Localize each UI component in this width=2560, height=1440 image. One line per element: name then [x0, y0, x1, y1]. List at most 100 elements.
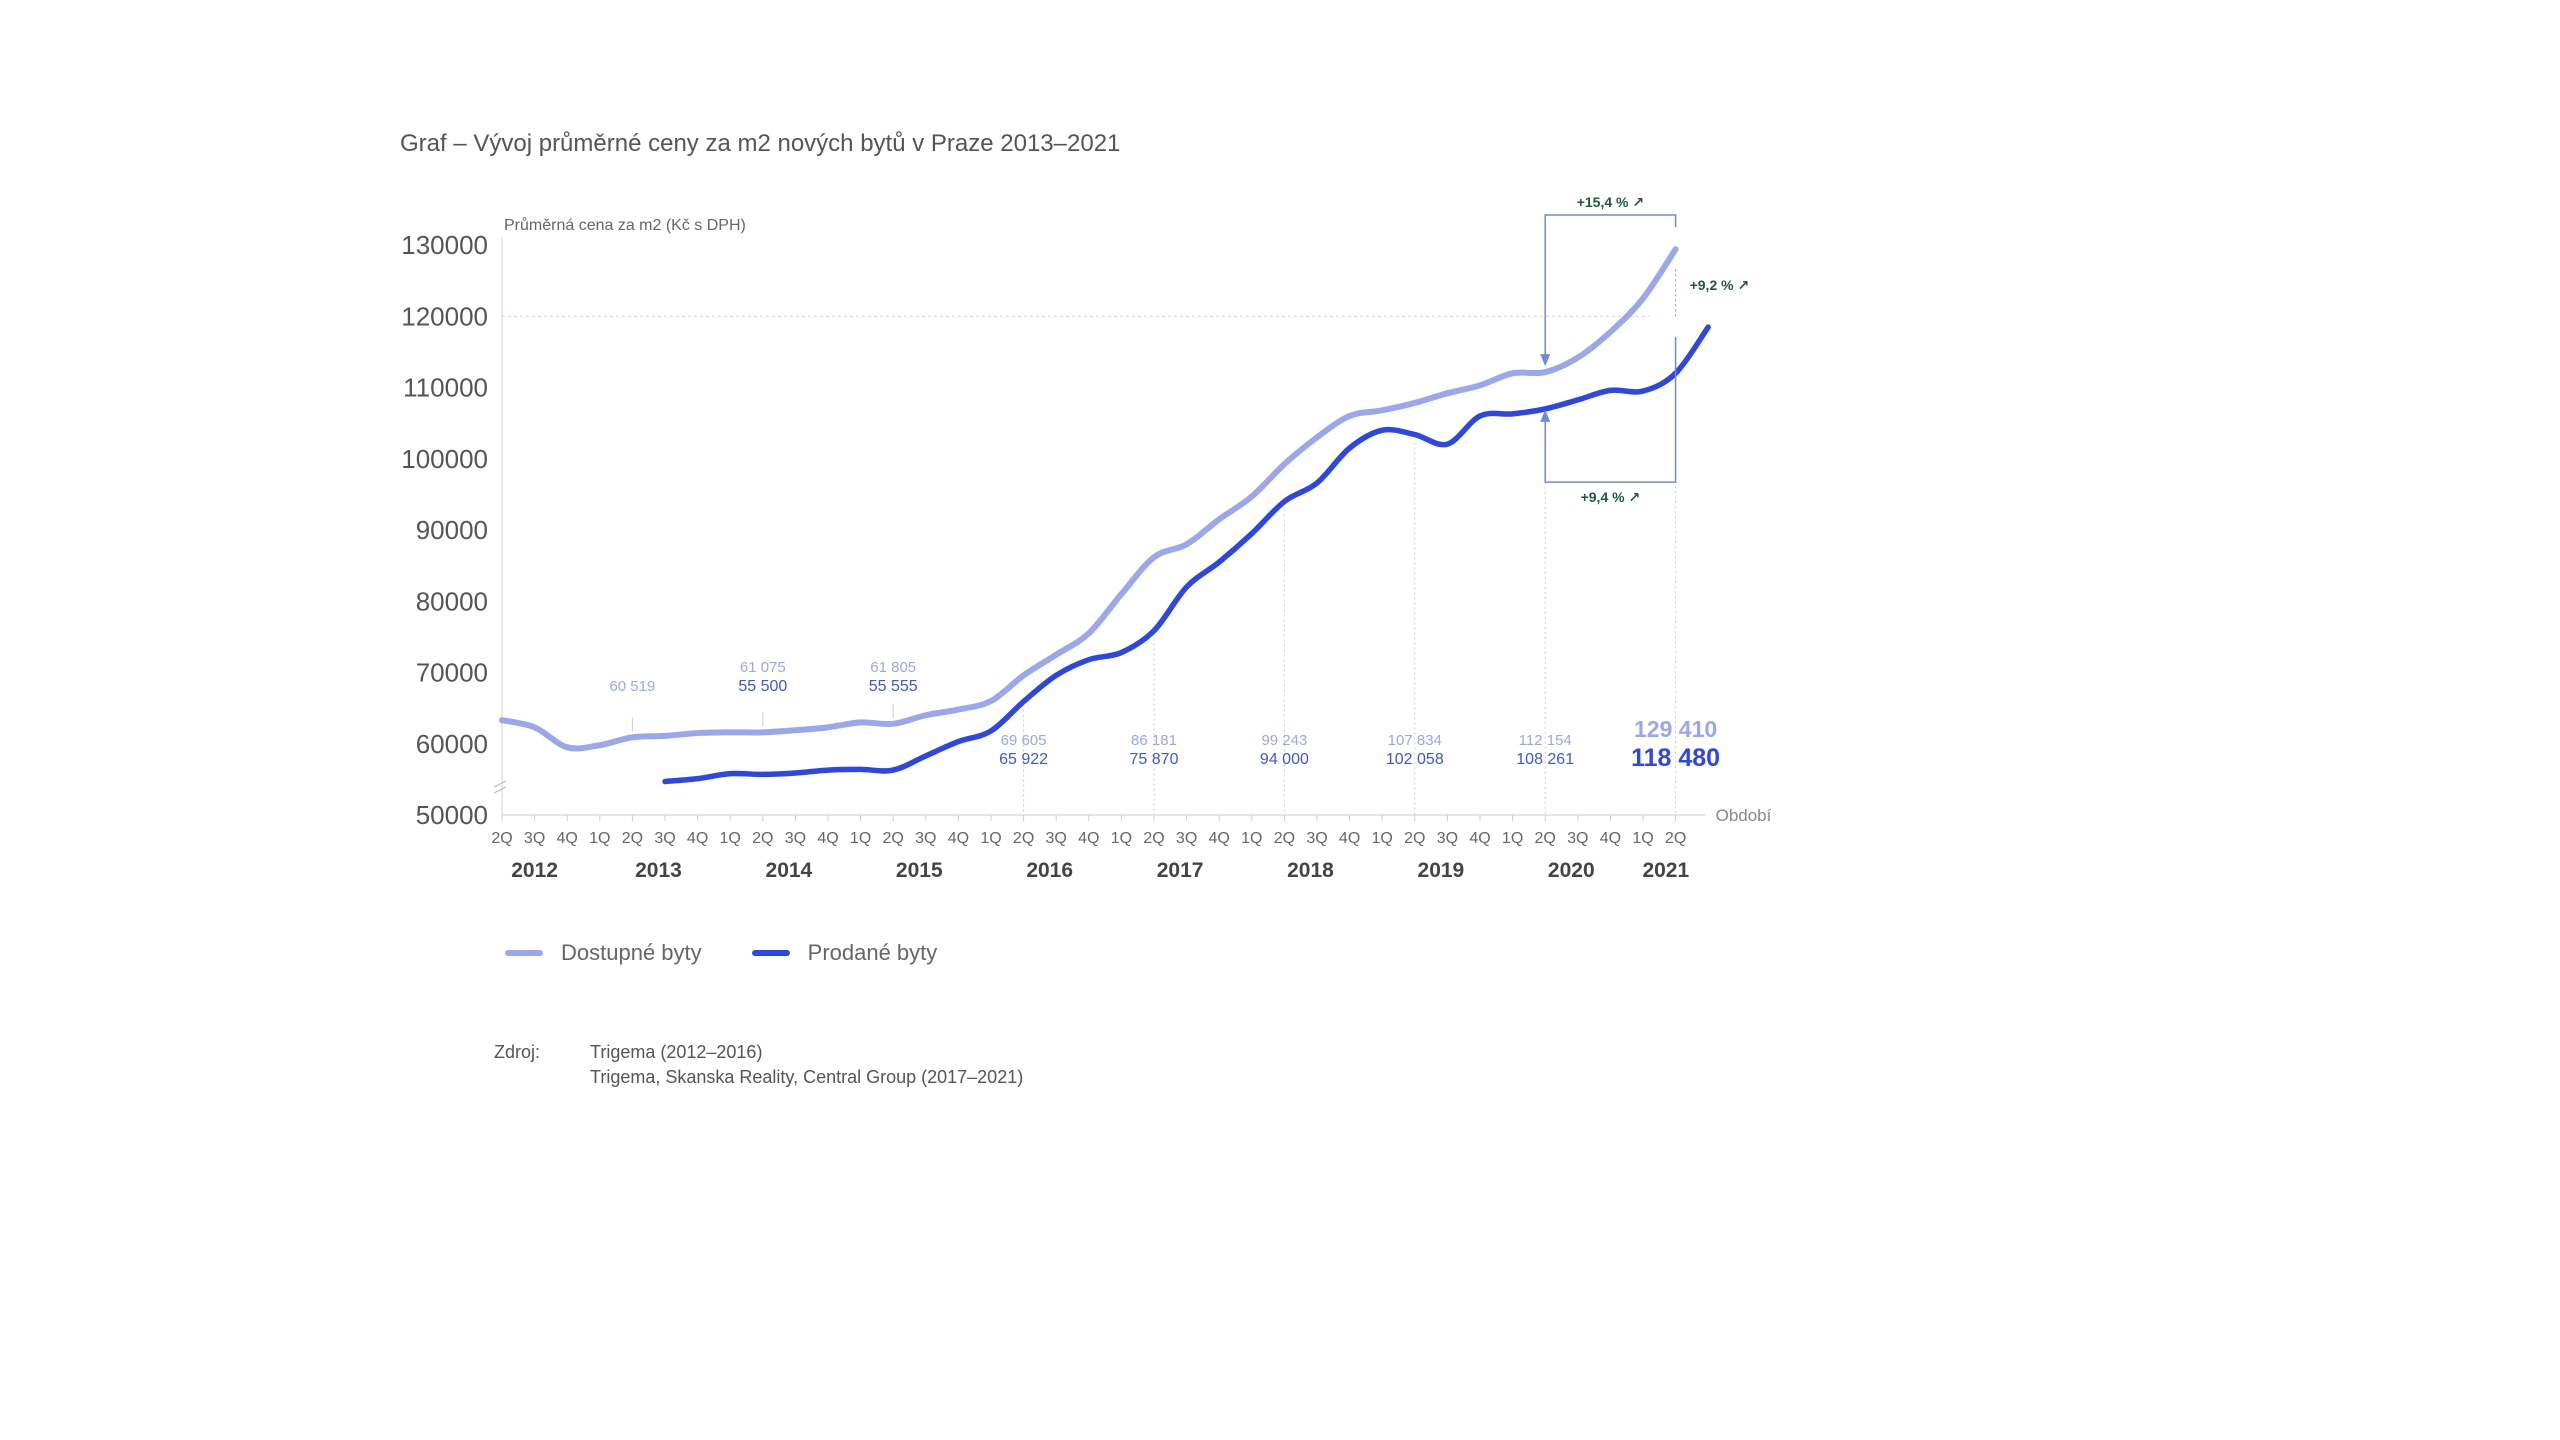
year-label: 2012 [511, 859, 558, 882]
data-label-sold: 108 261 [1516, 751, 1574, 768]
legend-label-available: Dostupné byty [561, 940, 702, 965]
x-tick-label: 3Q [524, 830, 545, 847]
source-line-1: Trigema (2012–2016) [590, 1042, 763, 1062]
data-label-available: 61 805 [870, 659, 916, 676]
y-tick-label: 110000 [403, 373, 488, 403]
y-tick-label: 130000 [401, 230, 488, 260]
data-label-available: 61 075 [740, 659, 786, 676]
axis-break-mark [493, 780, 507, 794]
x-tick-label: 2Q [1665, 830, 1686, 847]
legend-label-sold: Prodané byty [807, 940, 938, 965]
x-tick-label: 3Q [1176, 830, 1197, 847]
data-label-sold: 55 500 [738, 678, 787, 695]
data-label-sold: 102 058 [1386, 751, 1444, 768]
x-tick-label: 3Q [785, 830, 806, 847]
x-tick-label: 3Q [1046, 830, 1067, 847]
legend-item-available: Dostupné byty [505, 940, 702, 966]
year-label: 2020 [1548, 859, 1595, 882]
series-line-available [499, 246, 1679, 752]
x-tick-label: 2Q [1274, 830, 1295, 847]
x-tick-label: 3Q [654, 830, 675, 847]
y-tick-label: 50000 [416, 800, 488, 830]
x-tick-label: 4Q [817, 830, 838, 847]
x-tick-label: 2Q [1535, 830, 1556, 847]
x-tick-label: 4Q [1469, 830, 1490, 847]
x-tick-label: 1Q [1632, 830, 1653, 847]
y-tick-label: 120000 [401, 301, 488, 331]
x-tick-label: 4Q [1339, 830, 1360, 847]
year-label: 2019 [1418, 859, 1465, 882]
x-tick-label: 2Q [622, 830, 643, 847]
arrowhead-down-icon [1540, 354, 1551, 367]
legend-swatch-sold [751, 950, 790, 956]
annotation-layer: +15,4 % ↗ +9,4 % ↗ +9,2 % ↗ [1540, 194, 1749, 505]
x-tick-label: 4Q [1078, 830, 1099, 847]
legend-swatch-available [505, 950, 543, 956]
x-tick-label: 2Q [883, 830, 904, 847]
x-tick-label: 1Q [589, 830, 610, 847]
x-tick-label: 3Q [1567, 830, 1588, 847]
year-label: 2013 [635, 859, 682, 882]
x-tick-label: 2Q [752, 830, 773, 847]
data-label-available: 107 834 [1388, 732, 1442, 749]
y-tick-label: 70000 [416, 658, 488, 688]
annotation-available-change: +15,4 % ↗ [1577, 194, 1644, 210]
year-label: 2016 [1026, 859, 1073, 882]
y-tick-label: 90000 [416, 515, 488, 545]
x-tick-label: 4Q [557, 830, 578, 847]
x-tick-label: 2Q [491, 830, 512, 847]
x-tick-label: 1Q [720, 830, 741, 847]
x-tick-label: 3Q [1306, 830, 1327, 847]
x-tick-label: 4Q [1600, 830, 1621, 847]
x-tick-label: 4Q [687, 830, 708, 847]
data-label-sold: 55 555 [869, 678, 918, 695]
data-label-available: 99 243 [1261, 732, 1307, 749]
x-tick-label: 1Q [980, 830, 1001, 847]
data-label-sold: 94 000 [1260, 751, 1309, 768]
bracket-available [1544, 214, 1677, 365]
year-label: 2017 [1157, 859, 1204, 882]
x-tick-label: 3Q [1437, 830, 1458, 847]
annotation-gap-change: +9,2 % ↗ [1690, 277, 1750, 293]
x-tick-label: 2Q [1143, 830, 1164, 847]
x-tick-label: 4Q [1209, 830, 1230, 847]
annotation-sold-change: +9,4 % ↗ [1581, 489, 1641, 505]
y-tick-label: 60000 [416, 729, 488, 759]
data-label-sold: 65 922 [999, 751, 1048, 768]
chart-title: Graf – Vývoj průměrné ceny za m2 nových … [400, 130, 1121, 157]
x-tick-label: 2Q [1013, 830, 1034, 847]
x-tick-label: 1Q [1111, 830, 1132, 847]
x-tick-label: 1Q [1502, 830, 1523, 847]
legend-item-sold: Prodané byty [751, 940, 938, 966]
data-label-available: 129 410 [1634, 716, 1717, 742]
arrowhead-up-icon [1540, 409, 1551, 422]
y-axis-title: Průměrná cena za m2 (Kč s DPH) [504, 216, 746, 234]
y-tick-label: 80000 [416, 586, 488, 616]
x-tick-label: 4Q [948, 830, 969, 847]
x-tick-label: 3Q [915, 830, 936, 847]
year-label: 2014 [766, 859, 813, 882]
data-label-layer: 60 519 61 075 55 500 61 805 55 555 69 605 65 9… [609, 659, 1720, 772]
bracket-sold [1544, 337, 1677, 483]
x-axis-title: Období [1716, 806, 1772, 825]
data-label-sold: 75 870 [1130, 751, 1179, 768]
axis-layer: 50000 60000 70000 80000 90000 100000 110000 120… [401, 216, 1771, 882]
data-label-available: 86 181 [1131, 732, 1177, 749]
source-line-2: Trigema, Skanska Reality, Central Group … [590, 1067, 1024, 1087]
source-label: Zdroj: [494, 1042, 541, 1062]
x-tick-label: 1Q [850, 830, 871, 847]
data-label-available: 60 519 [609, 678, 655, 695]
x-tick-label: 2Q [1404, 830, 1425, 847]
series-layer [499, 246, 1711, 785]
x-tick-label: 1Q [1372, 830, 1393, 847]
series-line-sold [662, 324, 1711, 785]
data-label-available: 112 154 [1519, 732, 1572, 749]
legend: Dostupné byty Prodané byty [505, 940, 937, 966]
data-label-sold: 118 480 [1631, 744, 1720, 772]
data-label-available: 69 605 [1001, 732, 1047, 749]
y-tick-label: 100000 [401, 444, 488, 474]
year-label: 2021 [1642, 859, 1689, 882]
grid-layer [502, 315, 1677, 815]
year-label: 2018 [1287, 859, 1334, 882]
